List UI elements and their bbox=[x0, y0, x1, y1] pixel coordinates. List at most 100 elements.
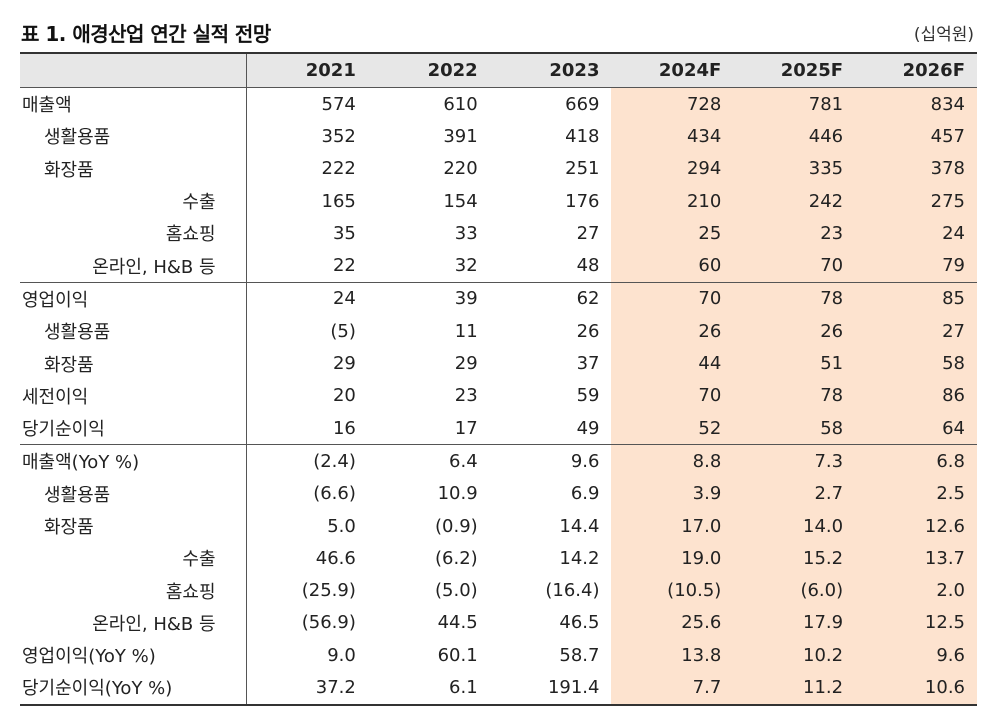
table-cell: 11 bbox=[454, 320, 478, 342]
table-row: 온라인, H&B 등 22 32 48 60 70 79 bbox=[20, 249, 977, 283]
table-cell: 70 bbox=[611, 379, 734, 412]
table-cell: 49 bbox=[576, 417, 600, 439]
table-cell: 33 bbox=[454, 222, 478, 244]
table-cell: 165 bbox=[321, 190, 356, 212]
table-cell: 610 bbox=[443, 93, 478, 115]
table-cell: 14.4 bbox=[559, 515, 600, 537]
table-cell: 58 bbox=[733, 411, 856, 445]
table-cell: 5.0 bbox=[327, 515, 356, 537]
row-label: 매출액 bbox=[20, 87, 247, 121]
table-cell: 10.6 bbox=[855, 671, 977, 706]
table-row: 매출액(YoY %) (2.4) 6.4 9.6 8.8 7.3 6.8 bbox=[20, 444, 977, 478]
table-cell: 44.5 bbox=[437, 612, 478, 634]
table-cell: 26 bbox=[733, 315, 856, 348]
row-label: 수출 bbox=[20, 542, 247, 575]
row-label: 영업이익(YoY %) bbox=[20, 639, 247, 672]
table-row: 홈쇼핑 35 33 27 25 23 24 bbox=[20, 217, 977, 250]
table-cell: (6.6) bbox=[313, 483, 356, 505]
row-label: 생활용품 bbox=[20, 120, 247, 153]
table-cell: 220 bbox=[443, 158, 478, 180]
table-cell: 62 bbox=[489, 281, 612, 316]
table-cell: 60 bbox=[611, 249, 734, 283]
table-cell: 10.9 bbox=[437, 483, 478, 505]
table-cell: 27 bbox=[576, 222, 600, 244]
unit-label: (십억원) bbox=[913, 25, 974, 45]
table-cell: 275 bbox=[855, 184, 977, 218]
table-cell: 12.5 bbox=[855, 606, 977, 640]
table-cell: 16 bbox=[332, 417, 356, 439]
table-cell: 6.4 bbox=[367, 444, 490, 478]
column-header: 2025F bbox=[733, 52, 856, 88]
table-cell: 24 bbox=[855, 217, 977, 250]
table-cell: 26 bbox=[611, 315, 734, 348]
table-cell: (6.2) bbox=[435, 547, 478, 569]
table-cell: (25.9) bbox=[301, 580, 356, 602]
table-cell: 37 bbox=[576, 353, 600, 375]
table-row: 화장품 222 220 251 294 335 378 bbox=[20, 152, 977, 185]
table-row: 영업이익 24 39 62 70 78 85 bbox=[20, 281, 977, 316]
table-cell: 14.2 bbox=[559, 547, 600, 569]
table-cell: 6.9 bbox=[570, 483, 600, 505]
table-cell: 64 bbox=[855, 411, 977, 445]
table-cell: 86 bbox=[855, 379, 977, 412]
table-cell: 37.2 bbox=[246, 671, 368, 706]
table-cell: 70 bbox=[611, 281, 734, 316]
table-cell: 6.8 bbox=[855, 444, 977, 478]
table-cell: 10.2 bbox=[733, 639, 856, 672]
table-cell: 11.2 bbox=[733, 671, 856, 706]
table-body: 매출액 574 610 669 728 781 834 생활용품 352 391 418 434 446… bbox=[20, 87, 977, 706]
table-cell: 78 bbox=[733, 379, 856, 412]
table-cell: 728 bbox=[611, 87, 734, 121]
table-cell: 154 bbox=[443, 190, 478, 212]
column-header: 2026F bbox=[855, 52, 977, 88]
row-label: 온라인, H&B 등 bbox=[20, 606, 247, 640]
table-cell: 15.2 bbox=[733, 542, 856, 575]
table-cell: 79 bbox=[855, 249, 977, 283]
table-cell: 378 bbox=[855, 152, 977, 185]
table-cell: (10.5) bbox=[611, 574, 734, 607]
table-cell: (16.4) bbox=[545, 580, 600, 602]
table-cell: 251 bbox=[565, 158, 600, 180]
row-label: 온라인, H&B 등 bbox=[20, 249, 247, 283]
table-cell: (5) bbox=[330, 320, 356, 342]
row-label: 홈쇼핑 bbox=[20, 217, 247, 250]
row-label: 매출액(YoY %) bbox=[20, 444, 247, 478]
table-title: 표 1. 애경산업 연간 실적 전망 bbox=[21, 22, 271, 46]
table-cell: 574 bbox=[321, 93, 356, 115]
table-cell: 13.8 bbox=[611, 639, 734, 672]
table-cell: 25 bbox=[611, 217, 734, 250]
table-cell: 7.3 bbox=[733, 444, 856, 478]
table-cell: 418 bbox=[565, 125, 600, 147]
table-row: 세전이익 20 23 59 70 78 86 bbox=[20, 379, 977, 412]
row-label: 영업이익 bbox=[20, 281, 247, 316]
table-cell: 19.0 bbox=[611, 542, 734, 575]
table-cell: 46.5 bbox=[559, 612, 600, 634]
row-label: 당기순이익 bbox=[20, 411, 247, 445]
table-cell: 176 bbox=[565, 190, 600, 212]
table-cell: 23 bbox=[733, 217, 856, 250]
row-label: 화장품 bbox=[20, 152, 247, 185]
table-cell: 59 bbox=[576, 385, 600, 407]
table-cell: 24 bbox=[246, 281, 368, 316]
table-cell: 44 bbox=[611, 347, 734, 380]
table-cell: 85 bbox=[855, 281, 977, 316]
table-cell: 191.4 bbox=[489, 671, 612, 706]
column-header: 2024F bbox=[611, 52, 734, 88]
table-cell: 834 bbox=[855, 87, 977, 121]
table-cell: 8.8 bbox=[611, 444, 734, 478]
table-cell: 25.6 bbox=[611, 606, 734, 640]
table-cell: (5.0) bbox=[435, 580, 478, 602]
table-cell: (6.0) bbox=[733, 574, 856, 607]
row-label: 화장품 bbox=[20, 347, 247, 380]
table-cell: 2.0 bbox=[855, 574, 977, 607]
table-cell: 9.6 bbox=[489, 444, 612, 478]
table-cell: 35 bbox=[332, 222, 356, 244]
row-label: 수출 bbox=[20, 184, 247, 218]
table-cell: 294 bbox=[611, 152, 734, 185]
table-cell: 48 bbox=[576, 255, 600, 277]
row-label: 생활용품 bbox=[20, 315, 247, 348]
table-cell: 17.9 bbox=[733, 606, 856, 640]
table-cell: 39 bbox=[367, 281, 490, 316]
column-header: 2021 bbox=[246, 52, 368, 88]
table-cell: (56.9) bbox=[301, 612, 356, 634]
